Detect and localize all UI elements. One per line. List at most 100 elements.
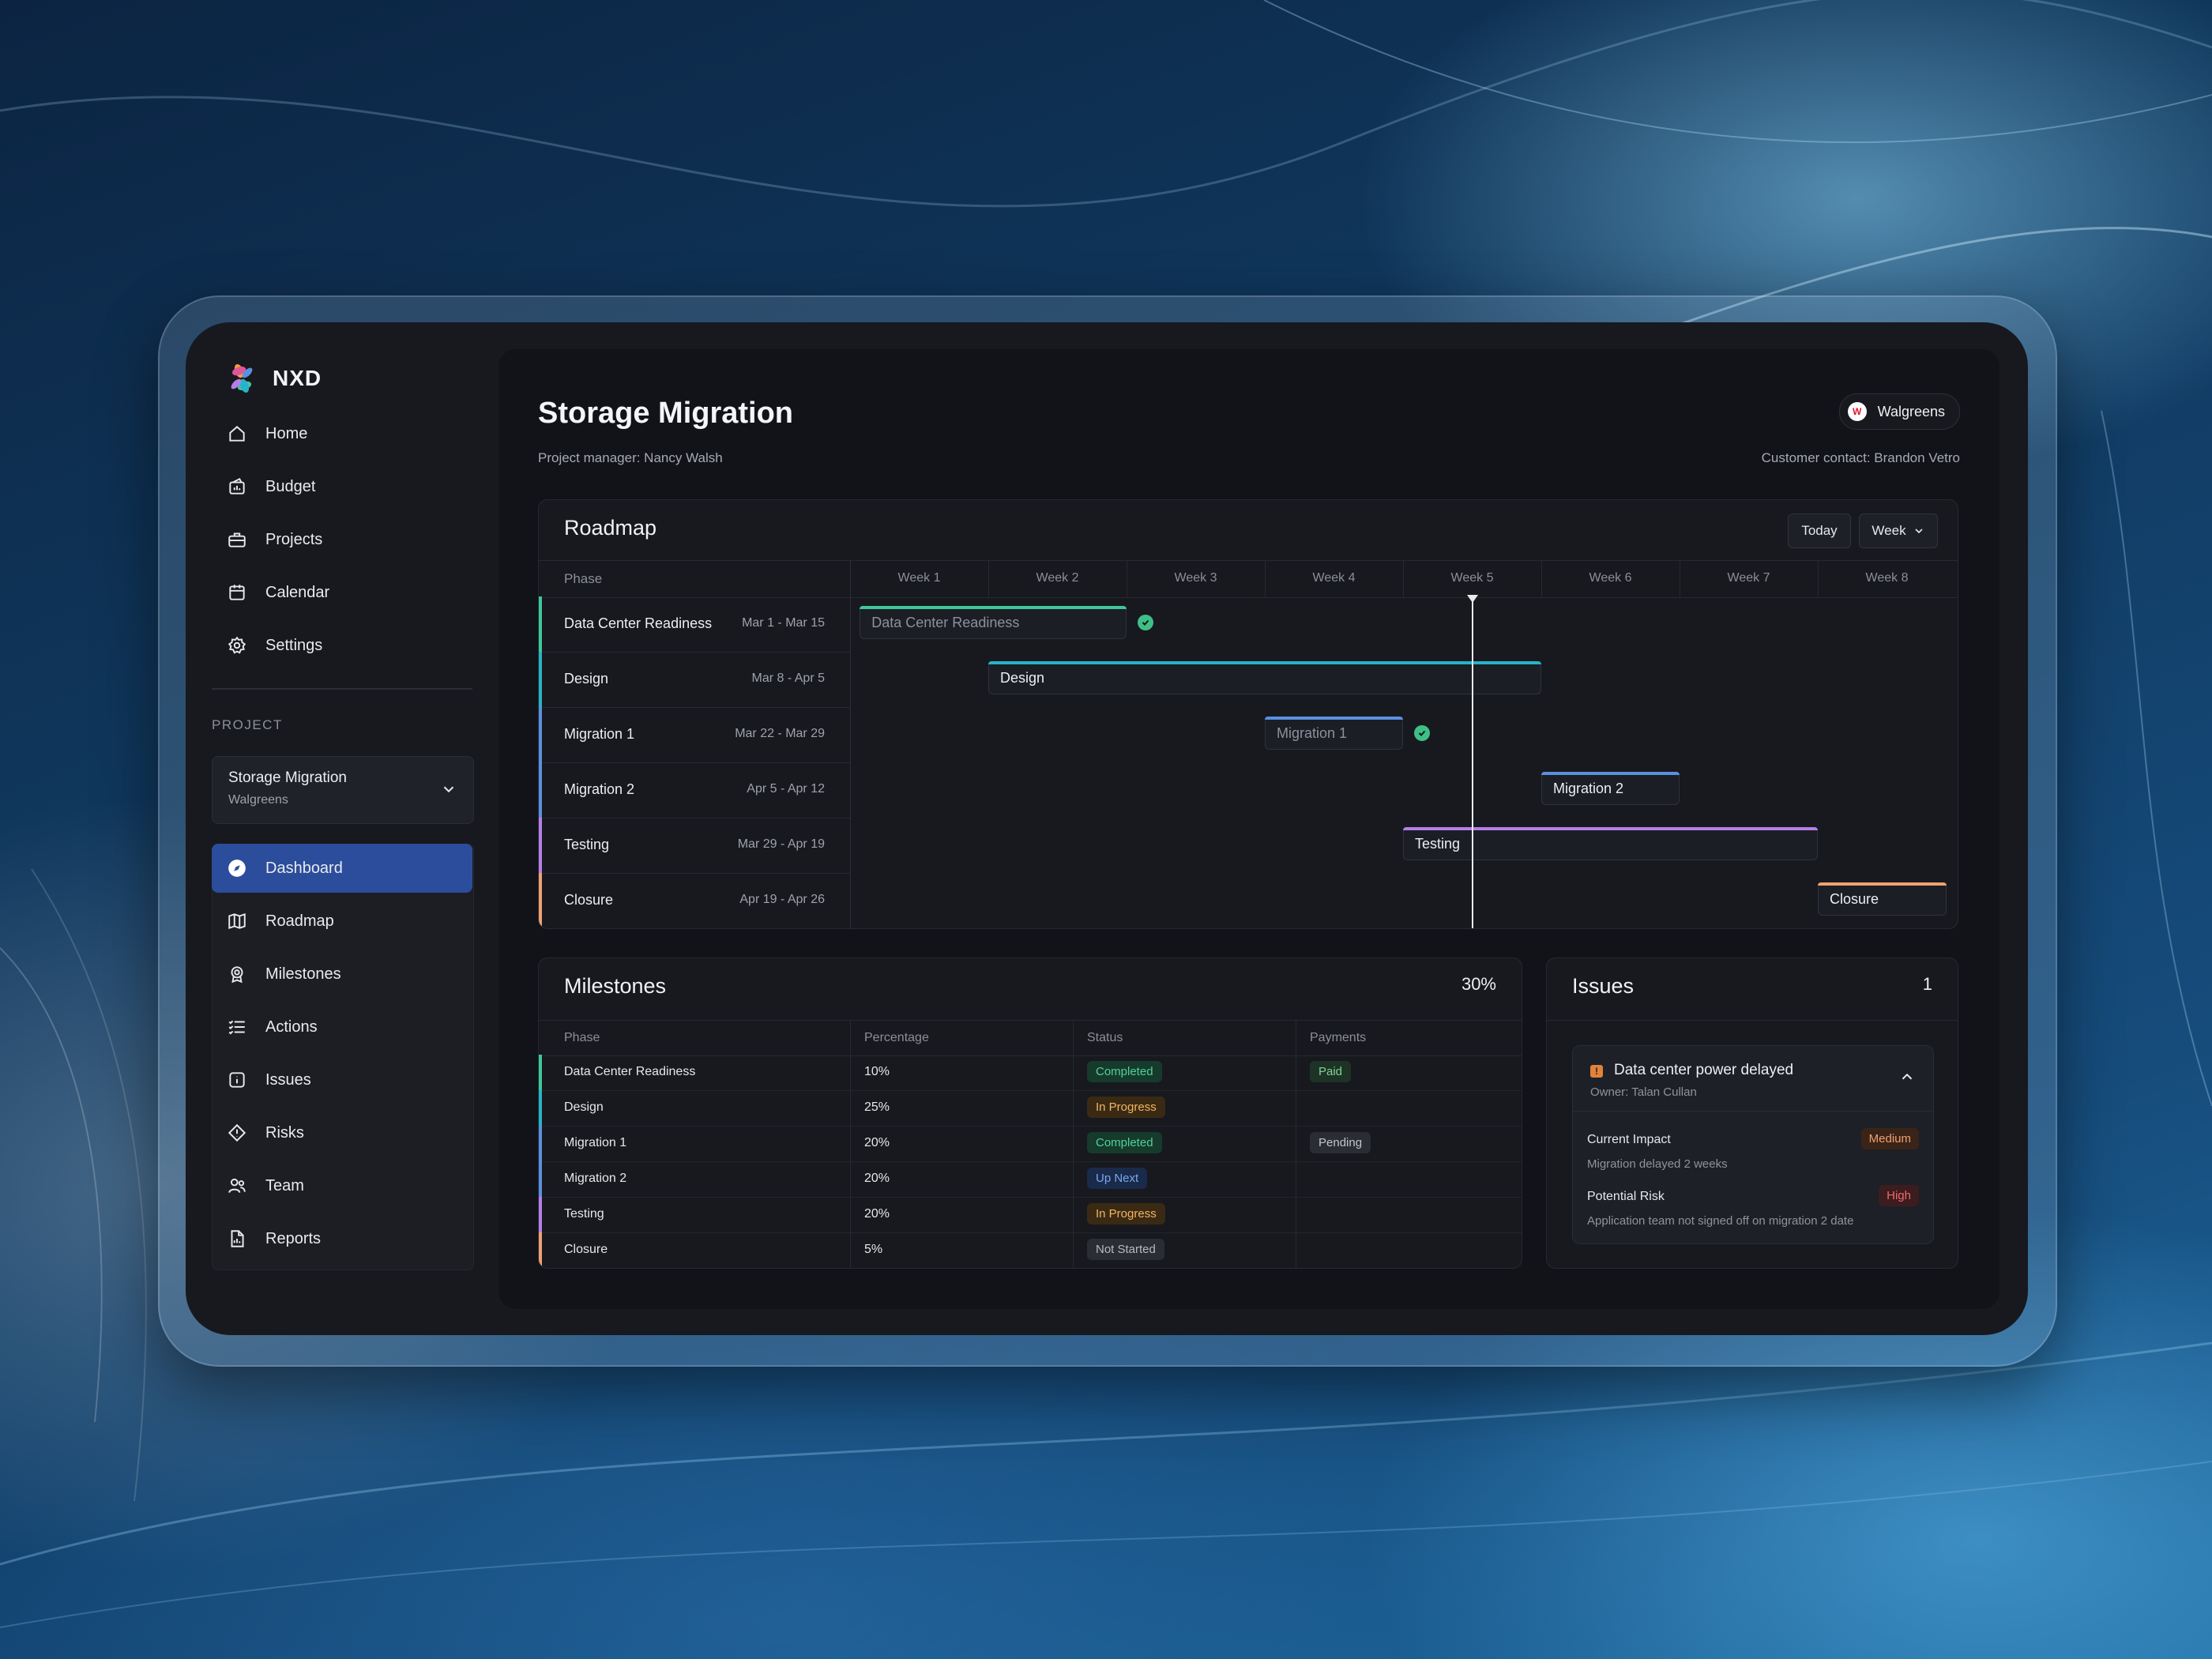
brand-name: NXD bbox=[273, 366, 322, 390]
phase-accent bbox=[539, 1161, 542, 1197]
impact-level-badge: Medium bbox=[1860, 1128, 1919, 1149]
issues-divider bbox=[1547, 1020, 1958, 1021]
subnav-item-team[interactable]: Team bbox=[212, 1161, 472, 1210]
project-select[interactable]: Storage Migration Walgreens bbox=[212, 756, 474, 824]
phase-accent bbox=[539, 1232, 542, 1268]
week-divider bbox=[1265, 561, 1266, 597]
roadmap-phase-row[interactable]: Migration 1 Mar 22 - Mar 29 bbox=[539, 707, 850, 763]
project-section-label: PROJECT bbox=[212, 717, 283, 732]
gantt-bar-accent bbox=[1541, 772, 1680, 775]
gantt-bar[interactable]: Data Center Readiness bbox=[860, 606, 1127, 639]
gantt-bar[interactable]: Closure bbox=[1818, 882, 1947, 916]
status-badge: Completed bbox=[1087, 1061, 1162, 1082]
nav-item-projects[interactable]: Projects bbox=[212, 515, 472, 564]
milestone-phase: Migration 2 bbox=[564, 1172, 627, 1185]
milestone-phase: Closure bbox=[564, 1243, 608, 1256]
brand: NXD bbox=[225, 362, 322, 395]
week-header: Week 3 bbox=[1174, 571, 1217, 585]
project-subnav bbox=[212, 844, 474, 1270]
milestone-row[interactable]: Testing 20% In Progress bbox=[539, 1197, 1522, 1233]
impact-description: Migration delayed 2 weeks bbox=[1587, 1157, 1728, 1171]
flower-logo-icon bbox=[231, 363, 253, 393]
risk-level-badge: High bbox=[1879, 1185, 1919, 1206]
issue-item[interactable]: ! Data center power delayed Owner: Talan… bbox=[1572, 1045, 1934, 1244]
risk-label: Potential Risk bbox=[1587, 1190, 1665, 1203]
milestone-row[interactable]: Migration 1 20% Completed Pending bbox=[539, 1126, 1522, 1162]
nav-item-settings[interactable]: Settings bbox=[212, 621, 472, 670]
status-badge: Not Started bbox=[1087, 1239, 1164, 1260]
nav-item-budget[interactable]: Budget bbox=[212, 462, 472, 511]
column-divider bbox=[850, 1020, 851, 1268]
roadmap-phase-row[interactable]: Testing Mar 29 - Apr 19 bbox=[539, 818, 850, 874]
milestone-percentage: 20% bbox=[864, 1207, 890, 1221]
roadmap-column-divider bbox=[850, 560, 851, 928]
customer-contact: Customer contact: Brandon Vetro bbox=[1761, 450, 1960, 465]
milestones-header-row: Phase Percentage Status Payments bbox=[539, 1020, 1522, 1056]
subnav-item-reports[interactable]: Reports bbox=[212, 1214, 472, 1263]
roadmap-phase-row[interactable]: Design Mar 8 - Apr 5 bbox=[539, 652, 850, 708]
subnav-label: Milestones bbox=[265, 965, 341, 983]
phase-dates: Mar 22 - Mar 29 bbox=[735, 727, 825, 740]
phase-name: Data Center Readiness bbox=[564, 615, 713, 631]
nav-item-home[interactable]: Home bbox=[212, 409, 472, 458]
milestone-row[interactable]: Migration 2 20% Up Next bbox=[539, 1161, 1522, 1198]
roadmap-phase-row[interactable]: Migration 2 Apr 5 - Apr 12 bbox=[539, 762, 850, 818]
payment-badge: Paid bbox=[1310, 1061, 1352, 1082]
week-header: Week 4 bbox=[1312, 571, 1356, 585]
subnav-item-roadmap[interactable]: Roadmap bbox=[212, 897, 472, 946]
customer-badge[interactable]: W Walgreens bbox=[1838, 393, 1960, 430]
nav-item-calendar[interactable]: Calendar bbox=[212, 568, 472, 617]
subnav-item-issues[interactable]: Issues bbox=[212, 1055, 472, 1104]
nav-label: Budget bbox=[265, 477, 316, 495]
check-circle-icon bbox=[1138, 615, 1153, 630]
info-icon bbox=[226, 1069, 248, 1091]
roadmap-phase-row[interactable]: Data Center Readiness Mar 1 - Mar 15 bbox=[539, 596, 850, 653]
column-divider bbox=[1073, 1020, 1074, 1268]
subnav-item-risks[interactable]: Risks bbox=[212, 1108, 472, 1157]
subnav-item-milestones[interactable]: Milestones bbox=[212, 950, 472, 999]
nav-label: Projects bbox=[265, 530, 323, 548]
issue-divider bbox=[1573, 1111, 1933, 1112]
phase-accent bbox=[539, 596, 542, 652]
milestones-card: Milestones 30% Phase Percentage Status P… bbox=[538, 957, 1522, 1269]
project-manager: Project manager: Nancy Walsh bbox=[538, 450, 723, 465]
gantt-bar[interactable]: Migration 2 bbox=[1541, 772, 1680, 805]
risk-description: Application team not signed off on migra… bbox=[1587, 1214, 1854, 1228]
milestone-row[interactable]: Design 25% In Progress bbox=[539, 1090, 1522, 1127]
roadmap-header-row: Phase Week 1 Week 2 Week 3 Week 4 Week 5 Week… bbox=[539, 560, 1958, 598]
subnav-item-dashboard[interactable]: Dashboard bbox=[212, 844, 472, 893]
chevron-up-icon[interactable] bbox=[1898, 1068, 1916, 1085]
week-divider bbox=[1541, 561, 1542, 597]
gear-icon bbox=[226, 634, 248, 656]
gantt-bar[interactable]: Design bbox=[988, 661, 1541, 694]
subnav-item-actions[interactable]: Actions bbox=[212, 1003, 472, 1051]
gantt-bar[interactable]: Migration 1 bbox=[1265, 717, 1403, 750]
today-button[interactable]: Today bbox=[1788, 514, 1851, 548]
milestone-percentage: 10% bbox=[864, 1065, 890, 1078]
nav-label: Calendar bbox=[265, 583, 330, 601]
header-percentage: Percentage bbox=[864, 1031, 929, 1044]
phase-accent bbox=[539, 873, 542, 928]
phase-accent bbox=[539, 762, 542, 818]
issue-title: Data center power delayed bbox=[1614, 1062, 1794, 1078]
roadmap-title: Roadmap bbox=[564, 516, 657, 540]
subnav-label: Team bbox=[265, 1176, 304, 1194]
scale-select[interactable]: Week bbox=[1859, 514, 1938, 548]
subnav-label: Reports bbox=[265, 1229, 322, 1247]
roadmap-card: Roadmap Today Week Phase Week 1 Week 2 Wee… bbox=[538, 499, 1958, 929]
gantt-bar-label: Migration 2 bbox=[1553, 780, 1624, 796]
chevron-down-icon bbox=[1915, 529, 1923, 534]
walgreens-logo-icon: W bbox=[1847, 402, 1867, 421]
week-header: Week 8 bbox=[1865, 571, 1909, 585]
status-badge: Up Next bbox=[1087, 1168, 1148, 1189]
gantt-bar[interactable]: Testing bbox=[1403, 827, 1818, 860]
issue-owner: Owner: Talan Cullan bbox=[1590, 1085, 1697, 1099]
roadmap-phase-row[interactable]: Closure Apr 19 - Apr 26 bbox=[539, 873, 850, 928]
milestone-phase: Testing bbox=[564, 1207, 604, 1221]
phase-dates: Apr 19 - Apr 26 bbox=[739, 893, 825, 906]
milestone-row[interactable]: Closure 5% Not Started bbox=[539, 1232, 1522, 1268]
issues-card: Issues 1 ! Data center power delayed Own… bbox=[1546, 957, 1958, 1269]
milestone-row[interactable]: Data Center Readiness 10% Completed Paid bbox=[539, 1055, 1522, 1091]
scale-select-value: Week bbox=[1872, 523, 1906, 538]
